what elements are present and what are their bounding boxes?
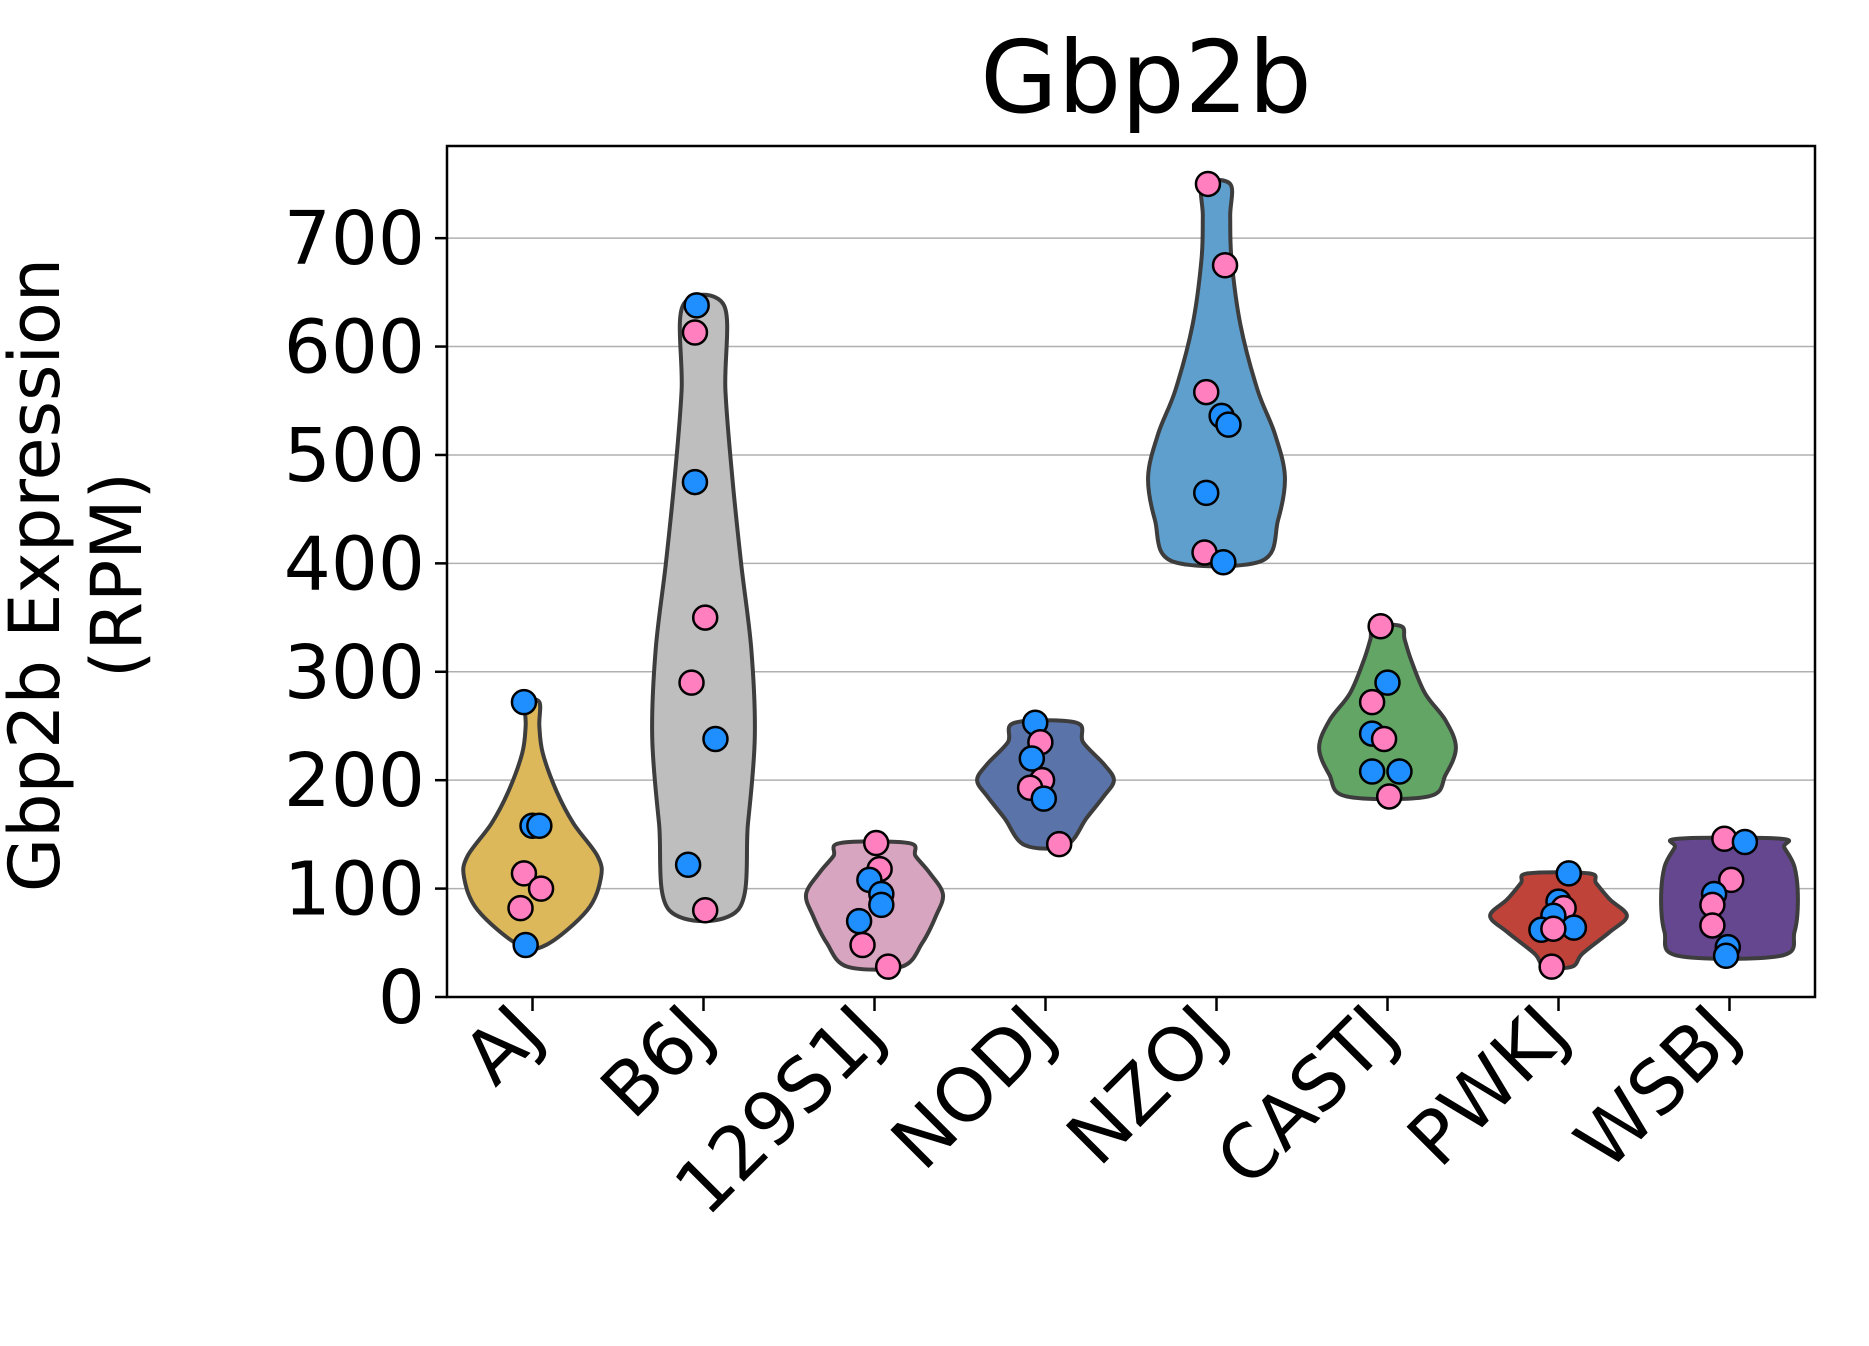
data-point-pink	[1211, 251, 1239, 279]
data-point-blue	[1018, 745, 1046, 772]
data-point-pink	[1192, 378, 1220, 406]
x-tick-label: CASTJ	[1200, 989, 1414, 1203]
data-point-pink	[849, 931, 876, 959]
data-point-pink	[862, 829, 890, 857]
y-tick-label: 600	[284, 305, 425, 391]
y-tick-label: 500	[284, 413, 425, 499]
data-point-pink	[874, 953, 902, 980]
data-point-pink	[507, 894, 534, 922]
data-point-blue	[702, 725, 729, 753]
data-point-pink	[1699, 912, 1726, 939]
data-point-pink	[678, 669, 705, 696]
data-point-blue	[683, 292, 710, 319]
data-point-blue	[510, 688, 538, 716]
violins	[461, 177, 1800, 972]
x-tick-label: B6J	[585, 989, 730, 1134]
data-point-blue	[1374, 669, 1401, 696]
data-point-pink	[510, 860, 538, 887]
y-tick-label: 200	[284, 738, 425, 824]
y-axis-label-line: (RPM)	[76, 472, 158, 678]
x-tick-label: AJ	[447, 989, 559, 1101]
data-point-blue	[1192, 479, 1220, 507]
data-point-pink	[1358, 688, 1386, 716]
data-point-blue	[1215, 411, 1242, 438]
grid-lines	[447, 237, 1815, 890]
x-tick-label: WSBJ	[1559, 989, 1756, 1186]
data-point-blue	[868, 891, 895, 919]
data-point-pink	[1538, 953, 1565, 980]
data-point-blue	[1030, 785, 1058, 812]
data-point-blue	[845, 907, 873, 935]
chart-title: Gbp2b	[980, 19, 1312, 136]
x-tick-label: NODJ	[875, 989, 1072, 1186]
data-point-blue	[1712, 942, 1740, 970]
data-point-blue	[681, 468, 709, 496]
data-point-blue	[526, 812, 553, 839]
data-point-pink	[1540, 915, 1567, 942]
data-point-pink	[1717, 866, 1745, 894]
y-axis-label-line: Gbp2b Expression	[0, 258, 76, 892]
violin-wsbj	[1659, 835, 1800, 961]
y-axis-label: Gbp2b Expression (RPM)	[0, 258, 158, 892]
x-tick-label: PWKJ	[1391, 989, 1585, 1183]
data-point-blue	[512, 931, 539, 959]
y-tick-label: 100	[284, 847, 425, 933]
data-points	[507, 170, 1759, 980]
plot-frame	[445, 144, 1817, 999]
data-point-blue	[1358, 758, 1386, 785]
data-point-blue	[1731, 828, 1759, 856]
data-point-pink	[1375, 783, 1403, 810]
data-point-pink	[681, 319, 709, 346]
data-point-blue	[674, 851, 702, 878]
data-point-pink	[691, 897, 719, 924]
data-point-blue	[1386, 758, 1413, 785]
data-point-pink	[1370, 725, 1398, 753]
data-point-blue	[1555, 860, 1583, 887]
y-tick-label: 0	[378, 955, 425, 1041]
data-point-blue	[1210, 549, 1237, 576]
data-point-pink	[1045, 830, 1073, 858]
y-tick-label: 700	[284, 196, 425, 282]
y-tick-label: 300	[284, 630, 425, 716]
data-point-pink	[1367, 612, 1394, 640]
data-point-pink	[1194, 170, 1222, 198]
data-point-pink	[527, 875, 555, 902]
data-point-pink	[691, 604, 719, 631]
y-tick-label: 400	[284, 521, 425, 607]
